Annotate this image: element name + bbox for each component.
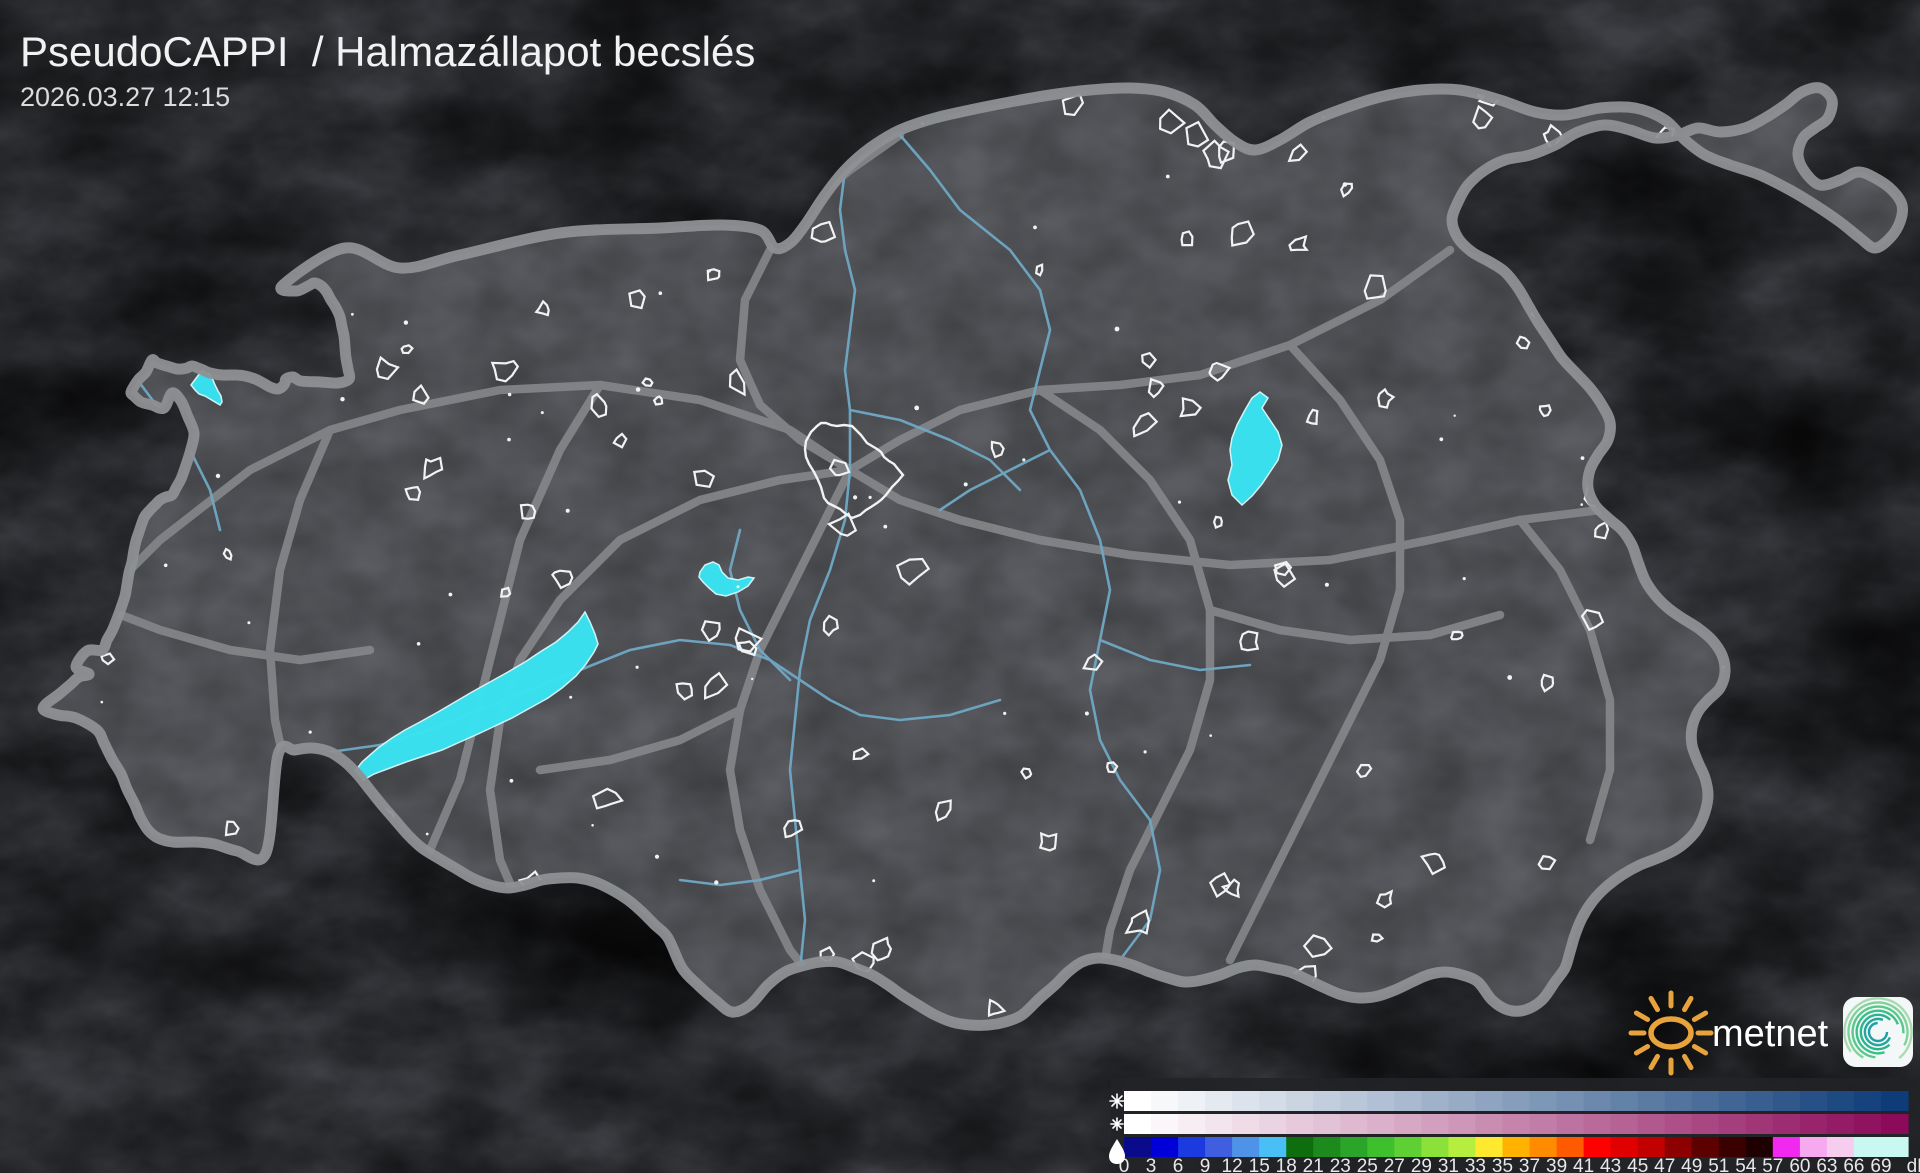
svg-text:metnet: metnet — [1712, 1013, 1829, 1055]
